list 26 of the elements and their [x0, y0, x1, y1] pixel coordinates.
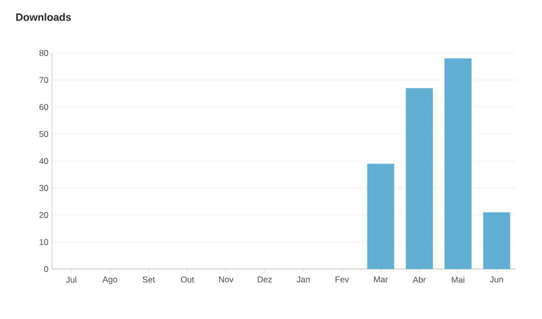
x-tick-label: Dez [258, 276, 272, 282]
bar [483, 212, 510, 269]
x-tick-label: Out [180, 276, 194, 283]
x-tick-label: Jul [66, 276, 76, 283]
x-tick-label: Set [142, 276, 155, 283]
x-tick-label: Jan [296, 276, 310, 282]
y-tick-label: 30 [39, 185, 48, 191]
x-tick-label: Nov [219, 276, 234, 282]
y-tick-label: 50 [39, 131, 48, 137]
chart-title: Downloads [16, 13, 71, 21]
x-tick-label: Jun [490, 276, 503, 282]
y-tick-label: 60 [40, 104, 48, 110]
x-tick-label: Mai [452, 276, 464, 283]
bar [367, 164, 394, 269]
bar [406, 88, 433, 269]
y-tick-label: 20 [39, 212, 48, 218]
y-tick-label: 10 [40, 239, 48, 245]
y-tick-label: 0 [44, 266, 48, 272]
bar [444, 58, 472, 269]
x-tick-label: Ago [102, 276, 118, 284]
x-tick-label: Fev [336, 276, 350, 282]
y-tick-label: 80 [39, 50, 48, 56]
x-tick-label: Mar [374, 276, 388, 282]
y-tick-label: 40 [39, 158, 48, 164]
x-tick-label: Abr [412, 276, 426, 283]
y-tick-label: 70 [40, 77, 48, 83]
